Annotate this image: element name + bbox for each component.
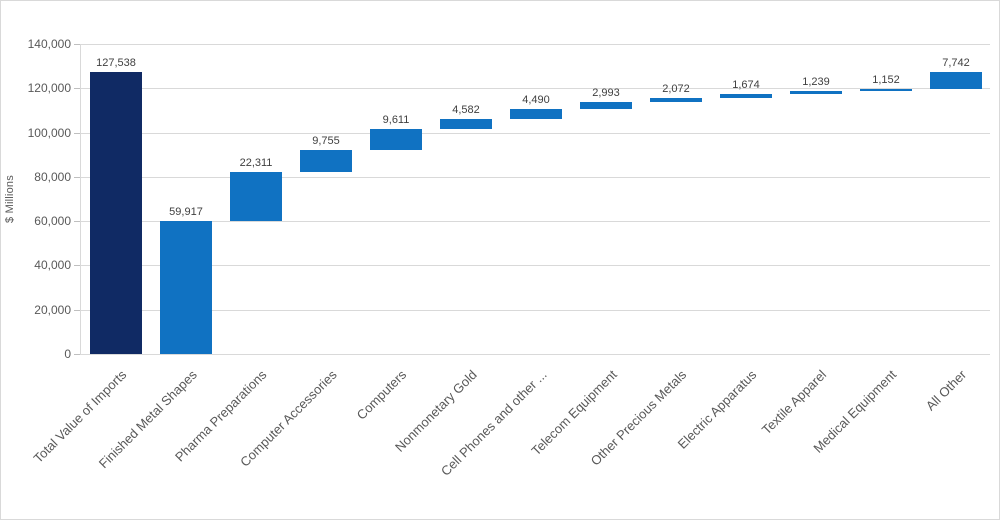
y-axis-tick bbox=[74, 132, 80, 134]
waterfall-bar-segment bbox=[650, 97, 702, 103]
y-axis-tick bbox=[74, 88, 80, 90]
y-axis-tick-label: 0 bbox=[64, 347, 71, 361]
waterfall-bar-segment bbox=[300, 150, 352, 172]
y-gridline bbox=[80, 132, 990, 134]
y-axis-tick-label: 120,000 bbox=[27, 81, 71, 96]
y-axis-tick-label: 80,000 bbox=[34, 169, 71, 184]
y-gridline bbox=[80, 176, 990, 178]
bar-data-label: 2,993 bbox=[592, 87, 620, 100]
y-gridline bbox=[80, 309, 990, 311]
bar-data-label: 1,239 bbox=[802, 76, 830, 89]
bar-data-label: 59,917 bbox=[169, 206, 203, 219]
x-axis-category-label: Textile Apparel bbox=[759, 367, 830, 438]
bar-data-label: 2,072 bbox=[662, 82, 690, 95]
waterfall-bar-segment bbox=[930, 71, 982, 89]
waterfall-bar-segment bbox=[720, 94, 772, 98]
waterfall-bar-segment bbox=[160, 221, 212, 354]
waterfall-bar-total bbox=[90, 71, 142, 354]
waterfall-bar-segment bbox=[860, 88, 912, 92]
y-gridline bbox=[80, 354, 990, 355]
waterfall-bar-segment bbox=[370, 129, 422, 151]
x-axis-category-label: All Other bbox=[923, 367, 970, 414]
y-axis-line bbox=[80, 44, 81, 355]
y-axis-tick bbox=[74, 44, 80, 45]
y-axis-tick bbox=[74, 354, 80, 355]
y-axis-tick bbox=[74, 265, 80, 267]
waterfall-bar-segment bbox=[440, 118, 492, 130]
x-axis-category-label: Computers bbox=[354, 367, 410, 423]
y-axis-tick-label: 40,000 bbox=[34, 258, 71, 273]
y-gridline bbox=[80, 221, 990, 223]
y-gridline bbox=[80, 44, 990, 45]
y-gridline bbox=[80, 88, 990, 90]
y-axis-tick-label: 140,000 bbox=[27, 37, 71, 51]
bar-data-label: 1,152 bbox=[872, 73, 900, 86]
y-gridline bbox=[80, 265, 990, 267]
y-axis-tick-label: 20,000 bbox=[34, 302, 71, 317]
waterfall-bar-segment bbox=[580, 102, 632, 109]
y-axis-tick bbox=[74, 221, 80, 223]
y-axis-tick bbox=[74, 309, 80, 311]
y-axis-tick bbox=[74, 176, 80, 178]
bar-data-label: 4,582 bbox=[452, 103, 480, 116]
bar-data-label: 7,742 bbox=[942, 56, 970, 69]
x-axis-category-label: Electric Apparatus bbox=[674, 367, 760, 452]
bar-data-label: 22,311 bbox=[239, 156, 273, 169]
y-axis-tick-label: 60,000 bbox=[34, 214, 71, 229]
waterfall-bar-segment bbox=[790, 91, 842, 95]
y-axis-tick-label: 100,000 bbox=[27, 125, 71, 140]
bar-data-label: 9,755 bbox=[312, 135, 340, 148]
bar-data-label: 9,611 bbox=[382, 114, 410, 127]
bar-data-label: 4,490 bbox=[522, 93, 550, 106]
waterfall-bar-segment bbox=[510, 108, 562, 119]
bar-data-label: 1,674 bbox=[732, 79, 760, 92]
bar-data-label: 127,538 bbox=[96, 56, 136, 69]
waterfall-bar-segment bbox=[230, 171, 282, 222]
